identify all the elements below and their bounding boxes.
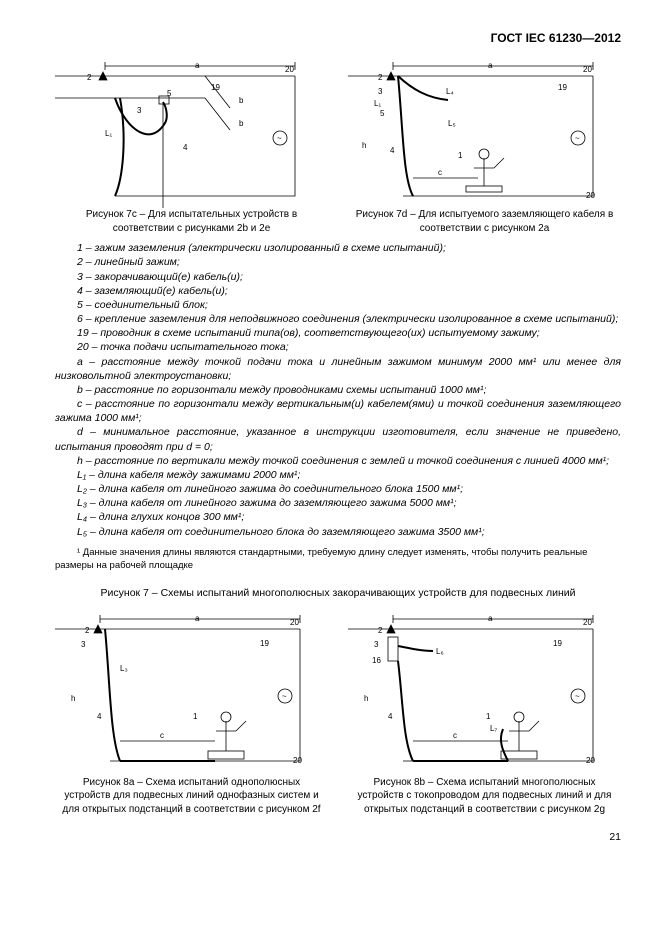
svg-text:c: c xyxy=(438,168,442,177)
svg-text:5: 5 xyxy=(380,109,385,118)
figure-7d: ~ 2 a 20 3 L₁ 5 19 L₄ 4 L₅ 1 c 20 h xyxy=(348,58,621,235)
svg-text:4: 4 xyxy=(390,146,395,155)
svg-text:19: 19 xyxy=(211,83,220,92)
svg-text:20: 20 xyxy=(583,65,592,74)
svg-text:3: 3 xyxy=(374,640,379,649)
svg-text:~: ~ xyxy=(575,692,580,701)
figure-7c: ~ 2 a 20 19 b b L₁ 3 4 5 Рисунок 7с – Дл… xyxy=(55,58,328,235)
svg-text:3: 3 xyxy=(81,640,86,649)
svg-text:20: 20 xyxy=(583,618,592,627)
svg-text:b: b xyxy=(239,119,244,128)
svg-text:h: h xyxy=(364,694,368,703)
svg-text:h: h xyxy=(71,694,75,703)
svg-text:a: a xyxy=(195,614,200,623)
figure-legend: 1 – зажим заземления (электрически изоли… xyxy=(55,241,621,539)
svg-text:19: 19 xyxy=(558,83,567,92)
footnote: ¹ Данные значения длины являются стандар… xyxy=(55,547,621,573)
svg-text:2: 2 xyxy=(87,73,92,82)
svg-text:L₁: L₁ xyxy=(374,99,381,108)
svg-text:1: 1 xyxy=(486,712,491,721)
svg-text:a: a xyxy=(195,61,200,70)
figure-row-7: ~ 2 a 20 19 b b L₁ 3 4 5 Рисунок 7с – Дл… xyxy=(55,58,621,235)
figure-8b: ~ 2 a 20 3 16 L₆ 19 4 h L₇ 1 c 20 xyxy=(348,611,621,817)
svg-text:a: a xyxy=(488,614,493,623)
svg-text:2: 2 xyxy=(378,626,383,635)
svg-text:b: b xyxy=(239,96,244,105)
svg-text:5: 5 xyxy=(167,89,172,98)
svg-text:4: 4 xyxy=(97,712,102,721)
svg-text:20: 20 xyxy=(586,756,595,765)
figure-8a-caption: Рисунок 8а – Схема испытаний однополюсны… xyxy=(55,776,328,817)
svg-text:2: 2 xyxy=(378,73,383,82)
figure-8a: ~ 2 a 20 3 19 L₃ h 4 1 c 20 Рисунок 8а –… xyxy=(55,611,328,817)
svg-text:20: 20 xyxy=(293,756,302,765)
svg-text:~: ~ xyxy=(575,134,580,143)
svg-text:L₇: L₇ xyxy=(490,724,497,733)
svg-text:3: 3 xyxy=(137,106,142,115)
svg-text:L₃: L₃ xyxy=(120,664,128,673)
page-number: 21 xyxy=(55,830,621,844)
svg-text:19: 19 xyxy=(260,639,269,648)
svg-text:4: 4 xyxy=(183,143,188,152)
figure-7d-caption: Рисунок 7d – Для испытуемого заземляющег… xyxy=(348,208,621,235)
svg-text:1: 1 xyxy=(193,712,198,721)
figure-7c-caption: Рисунок 7с – Для испытательных устройств… xyxy=(55,208,328,235)
svg-text:L₄: L₄ xyxy=(446,87,454,96)
svg-text:16: 16 xyxy=(372,656,381,665)
svg-text:4: 4 xyxy=(388,712,393,721)
figure-7-caption: Рисунок 7 – Схемы испытаний многополюсны… xyxy=(55,586,621,600)
svg-text:L₆: L₆ xyxy=(436,647,444,656)
figure-8b-caption: Рисунок 8b – Схема испытаний многополюсн… xyxy=(348,776,621,817)
svg-text:a: a xyxy=(488,61,493,70)
svg-text:1: 1 xyxy=(458,151,463,160)
svg-text:20: 20 xyxy=(290,618,299,627)
svg-text:19: 19 xyxy=(553,639,562,648)
svg-text:~: ~ xyxy=(277,134,282,143)
svg-text:c: c xyxy=(453,731,457,740)
svg-text:c: c xyxy=(160,731,164,740)
svg-text:h: h xyxy=(362,141,366,150)
svg-text:20: 20 xyxy=(586,191,595,200)
svg-text:~: ~ xyxy=(282,692,287,701)
svg-text:L₁: L₁ xyxy=(105,129,112,138)
svg-text:20: 20 xyxy=(285,65,294,74)
svg-text:L₅: L₅ xyxy=(448,119,456,128)
document-header: ГОСТ IEC 61230—2012 xyxy=(55,30,621,46)
svg-text:2: 2 xyxy=(85,626,90,635)
figure-row-8: ~ 2 a 20 3 19 L₃ h 4 1 c 20 Рисунок 8а –… xyxy=(55,611,621,817)
svg-text:3: 3 xyxy=(378,87,383,96)
